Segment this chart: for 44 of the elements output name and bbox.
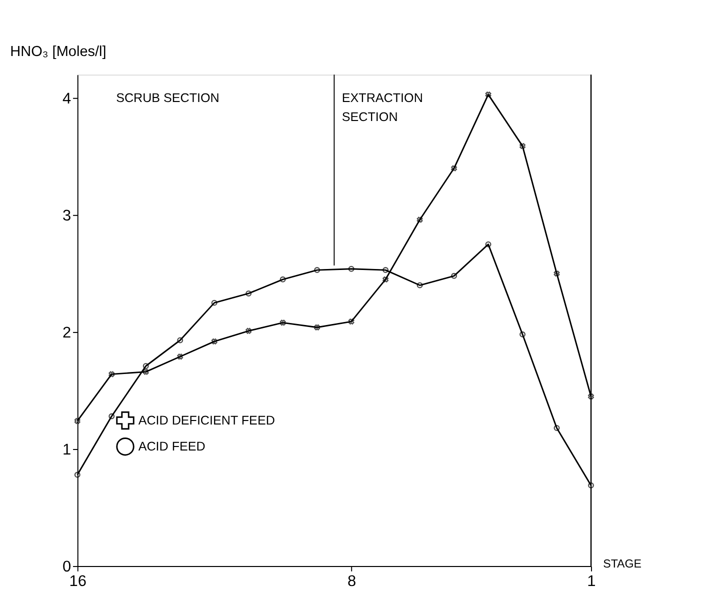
point <box>485 241 492 248</box>
y-axis-title: HNO₃ [Moles/l] <box>10 44 106 60</box>
point <box>108 371 115 378</box>
y-tick-label: 1 <box>62 441 72 458</box>
point <box>246 290 252 296</box>
point <box>485 92 492 98</box>
point <box>520 143 526 150</box>
point <box>451 272 458 279</box>
y-tick-label: 3 <box>62 207 72 224</box>
point <box>108 413 115 420</box>
point <box>211 300 218 306</box>
point <box>348 266 354 272</box>
point <box>416 216 423 223</box>
point <box>314 324 320 330</box>
point <box>177 337 184 344</box>
point <box>554 270 560 277</box>
point <box>451 165 458 172</box>
y-tick-label: 0 <box>62 558 72 576</box>
point <box>520 331 526 338</box>
x-axis-title: STAGE <box>603 557 642 570</box>
point <box>588 393 594 400</box>
point <box>382 276 389 282</box>
legend-label: ACID DEFICIENT FEED <box>138 413 275 428</box>
point <box>348 318 354 325</box>
point <box>280 320 286 326</box>
x-tick-label: 8 <box>347 572 356 590</box>
legend-label: ACID FEED <box>138 439 206 454</box>
x-tick-label: 16 <box>69 572 86 590</box>
point <box>142 368 149 375</box>
point <box>177 354 184 360</box>
point <box>382 267 389 274</box>
point <box>416 282 423 288</box>
point <box>314 267 320 274</box>
y-tick-label: 2 <box>62 324 72 342</box>
annotation: EXTRACTION SECTION <box>342 90 423 124</box>
point <box>142 362 149 369</box>
annotation: SCRUB SECTION <box>116 90 220 105</box>
y-tick-label: 4 <box>62 90 72 108</box>
point <box>280 276 286 282</box>
point <box>246 328 252 334</box>
point <box>554 425 560 431</box>
x-tick-label: 1 <box>587 572 596 590</box>
point <box>74 418 80 424</box>
point <box>211 338 218 344</box>
